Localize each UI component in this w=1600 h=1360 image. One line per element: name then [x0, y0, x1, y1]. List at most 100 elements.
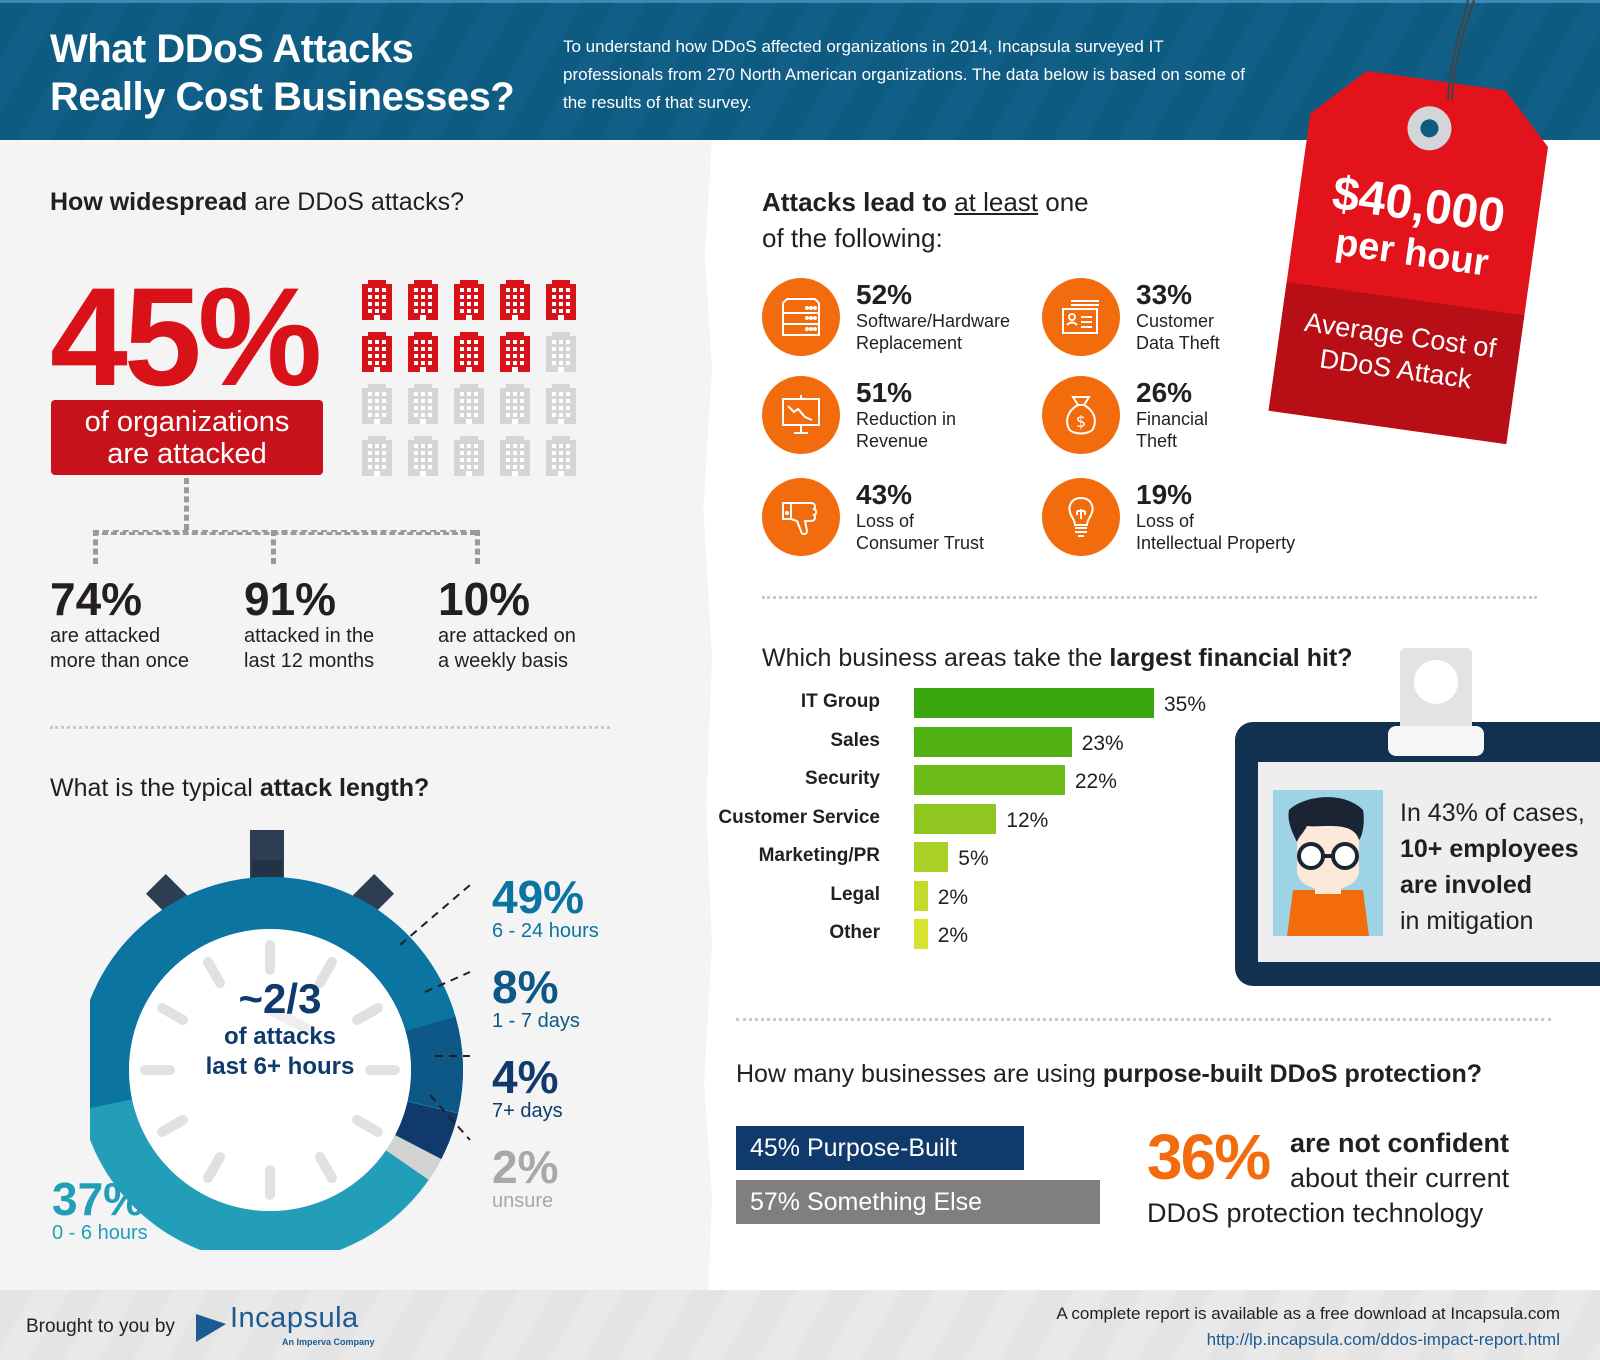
building-icon: [360, 434, 394, 476]
impact-item-trust: 43% Loss of Consumer Trust: [856, 479, 985, 554]
building-icon: [452, 382, 486, 424]
financial-hit-question: Which business areas take the largest fi…: [762, 644, 1353, 672]
bar-row: IT Group 35%: [700, 688, 1260, 718]
bar-row: Other 2%: [700, 919, 1260, 949]
bar-label: Legal: [830, 883, 880, 905]
bar-row: Sales 23%: [700, 726, 1260, 757]
bar-value: 5%: [958, 847, 989, 870]
building-icon: [544, 382, 578, 424]
impact-item-revenue: 51% Reduction in Revenue: [856, 377, 957, 452]
bar-row: Marketing/PR 5%: [700, 842, 1260, 872]
widespread-question: How widespread are DDoS attacks?: [50, 188, 465, 216]
building-icon: [498, 382, 532, 424]
impact-item-financial-theft: 26% Financial Theft: [1136, 377, 1209, 452]
section-divider: [736, 1018, 1551, 1021]
building-icon: [498, 434, 532, 476]
bar: [914, 765, 1065, 795]
impacts-heading: Attacks lead to at least one of the foll…: [762, 187, 1089, 253]
building-pictogram: [360, 278, 580, 476]
badge-text: In 43% of cases, 10+ employees are invol…: [1400, 799, 1585, 935]
chart-down-icon: [762, 376, 840, 454]
connector-line: [93, 530, 98, 564]
confidence-percent: 36%: [1147, 1121, 1271, 1193]
segment-label-unsure: 2% unsure: [492, 1141, 559, 1212]
bar: [914, 688, 1154, 718]
bar: [914, 880, 928, 911]
connector-line: [475, 530, 480, 564]
sub-stat-1: 74% are attacked more than once: [50, 573, 189, 672]
bar-value: 2%: [937, 885, 969, 909]
segment-label-1-7d: 8% 1 - 7 days: [492, 961, 580, 1032]
incapsula-logo-icon: [196, 1314, 226, 1342]
id-card-icon: [1042, 278, 1120, 356]
price-tag: $40,000 per hour Average Cost of DDoS At…: [1257, 23, 1570, 455]
report-link[interactable]: http://lp.incapsula.com/ddos-impact-repo…: [1206, 1330, 1560, 1349]
lightbulb-icon: [1042, 478, 1120, 556]
bar-value: 12%: [1006, 808, 1049, 832]
bar-label: Marketing/PR: [758, 845, 880, 866]
impact-item-data-theft: 33% Customer Data Theft: [1136, 279, 1220, 354]
building-icon: [452, 330, 486, 372]
report-text: A complete report is available as a free…: [1056, 1304, 1560, 1323]
bar-row: Legal 2%: [700, 880, 1260, 911]
building-icon: [452, 434, 486, 476]
building-icon: [406, 278, 440, 320]
bar-value: 22%: [1074, 770, 1117, 793]
impact-item-ip: 19% Loss of Intellectual Property: [1136, 479, 1296, 554]
title-line-2: Really Cost Businesses?: [50, 75, 515, 119]
headline-caption-box: of organizations are attacked: [51, 400, 323, 475]
segment-label-6-24h: 49% 6 - 24 hours: [492, 871, 599, 942]
something-else-bar: 57% Something Else: [736, 1180, 1100, 1224]
connector-line: [93, 530, 476, 535]
section-divider: [762, 596, 1537, 599]
server-icon: [762, 278, 840, 356]
intro-text: To understand how DDoS affected organiza…: [563, 37, 1245, 112]
bar: [914, 842, 949, 872]
bar-value: 35%: [1164, 693, 1207, 716]
sub-stat-3: 10% are attacked on a weekly basis: [438, 573, 576, 672]
building-icon: [360, 278, 394, 320]
building-icon: [498, 330, 532, 372]
header-banner: What DDoS Attacks Really Cost Businesses…: [0, 0, 1600, 140]
confidence-text-line3: DDoS protection technology: [1147, 1198, 1484, 1228]
footer: Brought to you by Incapsula An Imperva C…: [0, 1290, 1600, 1360]
bar-label: Customer Service: [718, 806, 880, 828]
impact-item-hardware: 52% Software/Hardware Replacement: [856, 279, 1011, 354]
stopwatch-donut-chart: [90, 830, 471, 1250]
brought-by-label: Brought to you by: [26, 1316, 175, 1337]
bar-label: IT Group: [800, 691, 880, 712]
bar-row: Security 22%: [700, 765, 1260, 795]
confidence-text: are not confident about their current: [1290, 1128, 1510, 1193]
bar-value: 2%: [937, 924, 969, 947]
bar: [914, 919, 928, 949]
building-icon: [544, 278, 578, 320]
segment-label-0-6h: 37% 0 - 6 hours: [52, 1173, 148, 1244]
building-icon: [452, 278, 486, 320]
bar: [914, 803, 997, 834]
building-icon: [406, 330, 440, 372]
building-icon: [406, 382, 440, 424]
building-icon: [498, 278, 532, 320]
bar-row: Customer Service 12%: [700, 803, 1260, 834]
building-icon: [406, 434, 440, 476]
stopwatch-center-label: ~2/3 of attacks last 6+ hours: [205, 975, 355, 1081]
bar-label: Other: [829, 922, 880, 943]
thumbs-down-icon: [762, 478, 840, 556]
building-icon: [360, 330, 394, 372]
money-bag-icon: $: [1042, 376, 1120, 454]
purpose-built-bar: 45% Purpose-Built: [736, 1126, 1024, 1170]
segment-label-7d-plus: 4% 7+ days: [492, 1051, 563, 1122]
section-divider: [50, 726, 610, 729]
sub-stat-2: 91% attacked in the last 12 months: [244, 573, 375, 672]
bar-label: Sales: [830, 729, 880, 751]
svg-text:$: $: [1076, 412, 1086, 431]
brand-tagline: An Imperva Company: [282, 1337, 375, 1347]
title-line-1: What DDoS Attacks: [50, 27, 414, 71]
incapsula-brand[interactable]: Incapsula: [230, 1302, 359, 1334]
attack-length-question: What is the typical attack length?: [50, 774, 430, 802]
bar-label: Security: [805, 768, 880, 789]
tag-string: [1447, 0, 1475, 101]
employee-avatar-icon: [1273, 790, 1383, 936]
building-icon: [544, 330, 578, 372]
connector-line: [184, 478, 189, 530]
